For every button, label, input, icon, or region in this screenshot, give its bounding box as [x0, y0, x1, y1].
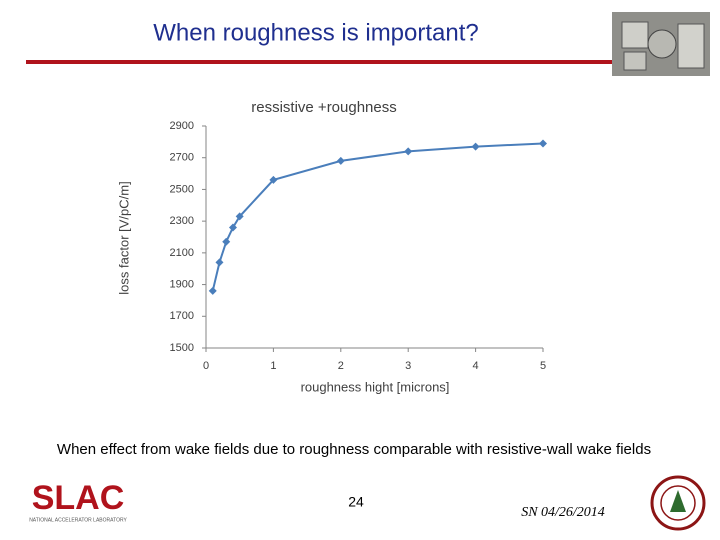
y-tick-label: 1500 [170, 342, 194, 354]
x-tick-label: 4 [473, 360, 479, 372]
marker [235, 212, 244, 221]
page-number: 24 [348, 494, 364, 510]
y-tick-label: 2500 [170, 183, 194, 195]
y-tick-label: 2900 [170, 120, 194, 132]
title-rule [26, 60, 616, 64]
y-tick-label: 2100 [170, 247, 194, 259]
x-tick-label: 2 [338, 360, 344, 372]
marker [404, 147, 413, 156]
x-axis-label: roughness hight [microns] [301, 379, 450, 394]
series-line [211, 142, 544, 292]
marker [215, 258, 224, 267]
caption: When effect from wake fields due to roug… [57, 441, 651, 458]
y-tick-label: 1700 [170, 310, 194, 322]
logo-subtitle: NATIONAL ACCELERATOR LABORATORY [29, 517, 127, 523]
y-tick-label: 2300 [170, 215, 194, 227]
x-tick-label: 3 [405, 360, 411, 372]
y-tick-label: 1900 [170, 278, 194, 290]
y-tick-label: 2700 [170, 152, 194, 164]
x-tick-label: 5 [540, 360, 546, 372]
x-tick-label: 0 [203, 360, 209, 372]
y-axis-label: loss factor [V/pC/m] [116, 181, 131, 294]
logo: SLAC [32, 479, 125, 517]
photo [612, 12, 710, 76]
marker [539, 139, 547, 148]
slide-title: When roughness is important? [153, 19, 479, 46]
marker [471, 142, 480, 151]
marker [222, 237, 231, 246]
chart-title: ressistive +roughness [251, 99, 397, 116]
marker [269, 175, 278, 184]
marker [208, 286, 217, 295]
date: SN 04/26/2014 [521, 505, 605, 520]
x-tick-label: 1 [270, 360, 276, 372]
marker [228, 223, 237, 232]
marker [336, 156, 345, 165]
seal [650, 475, 706, 531]
